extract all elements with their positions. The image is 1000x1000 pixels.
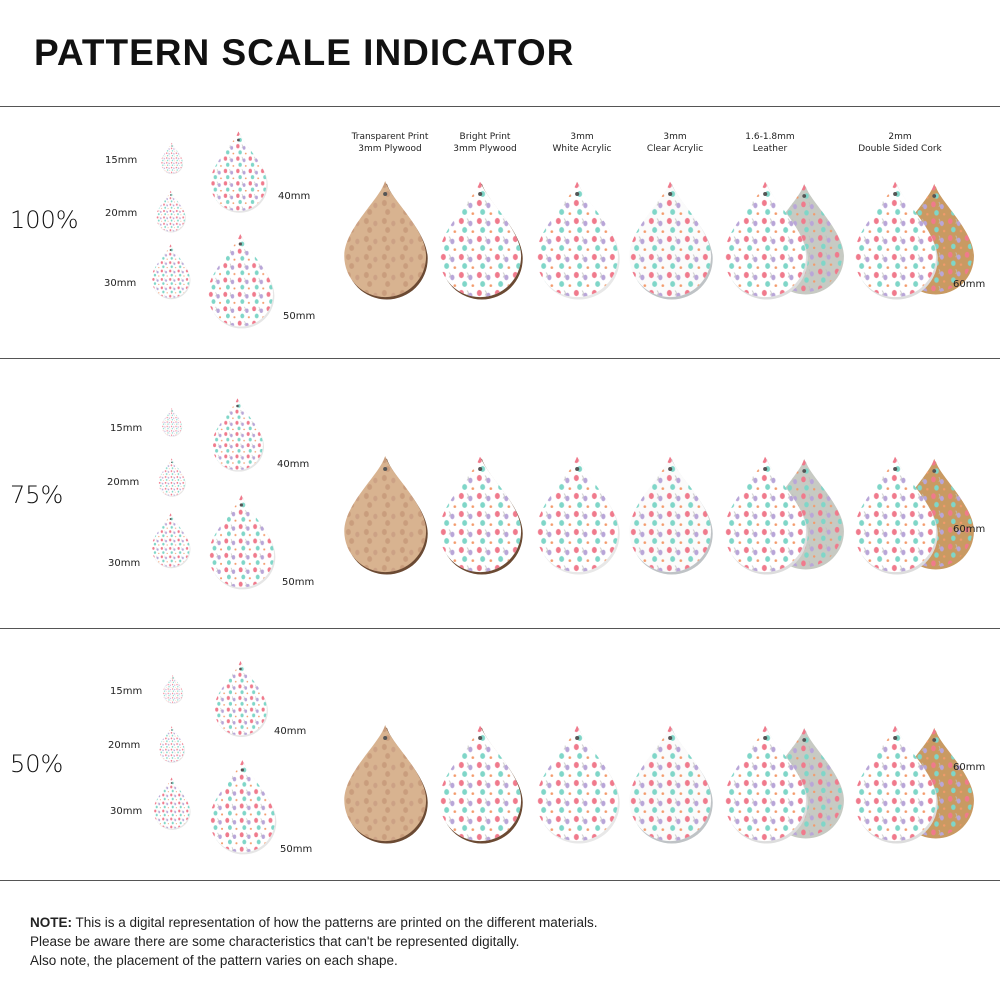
material-header: 1.6-1.8mm Leather [705,131,835,155]
size-label: 30mm [104,278,137,289]
divider [0,106,1000,107]
teardrop-40mm [212,397,264,472]
note-line-3: Also note, the placement of the pattern … [30,953,398,968]
teardrop-60mm-1 [344,180,428,300]
material-header: 2mm Double Sided Cork [835,131,965,155]
teardrop-20mm [158,458,186,497]
material-line-2: Clear Acrylic [646,144,704,154]
teardrop-50mm [208,494,276,590]
material-line-1: 3mm [663,132,687,142]
material-line-1: 1.6-1.8mm [745,132,795,142]
teardrop-60mm-2 [439,724,523,844]
note-line-1: This is a digital representation of how … [72,915,598,930]
size-label: 20mm [108,740,141,751]
teardrop-30mm [151,512,191,569]
size-label-60mm: 60mm [953,279,986,290]
divider [0,628,1000,629]
teardrop-60mm-5 [724,455,808,575]
page-title: PATTERN SCALE INDICATOR [34,32,575,73]
teardrop-60mm-4 [629,724,713,844]
scale-label: 50% [10,750,64,778]
scale-label: 75% [10,481,64,509]
material-line-2: 3mm Plywood [453,144,517,154]
size-label: 15mm [105,155,138,166]
teardrop-15mm [162,674,184,704]
material-line-1: 2mm [888,132,912,142]
material-header: 3mm White Acrylic [517,131,647,155]
size-label-60mm: 60mm [953,524,986,535]
note: NOTE: This is a digital representation o… [30,913,598,970]
teardrop-60mm-3 [536,724,620,844]
teardrop-60mm-2 [439,455,523,575]
material-line-2: Leather [752,144,788,154]
teardrop-30mm [153,777,191,830]
teardrop-50mm [209,759,277,855]
size-label: 15mm [110,686,143,697]
size-label: 50mm [282,577,315,588]
teardrop-20mm [159,725,185,763]
divider [0,880,1000,881]
teardrop-15mm [161,407,183,437]
teardrop-60mm-6 [854,724,938,844]
size-label: 40mm [278,191,311,202]
material-line-2: Double Sided Cork [858,144,942,154]
teardrop-60mm-3 [536,180,620,300]
note-line-2: Please be aware there are some character… [30,934,520,949]
size-label: 15mm [110,423,143,434]
teardrop-60mm-5 [724,180,808,300]
teardrop-60mm-4 [629,455,713,575]
divider [0,358,1000,359]
teardrop-40mm [210,130,268,213]
material-line-2: 3mm Plywood [358,144,422,154]
teardrop-60mm-6 [854,455,938,575]
teardrop-15mm [160,142,184,175]
material-line-1: 3mm [570,132,594,142]
material-header: 3mm Clear Acrylic [610,131,740,155]
material-header: Transparent Print 3mm Plywood [325,131,455,155]
size-label: 20mm [107,477,140,488]
teardrop-40mm [214,660,268,738]
size-label: 40mm [277,459,310,470]
teardrop-60mm-5 [724,724,808,844]
material-line-1: Transparent Print [351,132,429,142]
teardrop-60mm-3 [536,455,620,575]
size-label-60mm: 60mm [953,762,986,773]
teardrop-60mm-1 [344,455,428,575]
teardrop-60mm-4 [629,180,713,300]
teardrop-30mm [151,243,191,300]
size-label: 30mm [110,806,143,817]
note-label: NOTE: [30,915,72,930]
size-label: 30mm [108,558,141,569]
material-header: Bright Print 3mm Plywood [420,131,550,155]
teardrop-60mm-2 [439,180,523,300]
teardrop-50mm [207,233,275,329]
teardrop-60mm-1 [344,724,428,844]
teardrop-60mm-6 [854,180,938,300]
material-line-1: Bright Print [459,132,511,142]
size-label: 50mm [280,844,313,855]
size-label: 50mm [283,311,316,322]
scale-label: 100% [10,206,79,234]
material-line-2: White Acrylic [552,144,612,154]
size-label: 40mm [274,726,307,737]
teardrop-20mm [156,190,186,233]
size-label: 20mm [105,208,138,219]
